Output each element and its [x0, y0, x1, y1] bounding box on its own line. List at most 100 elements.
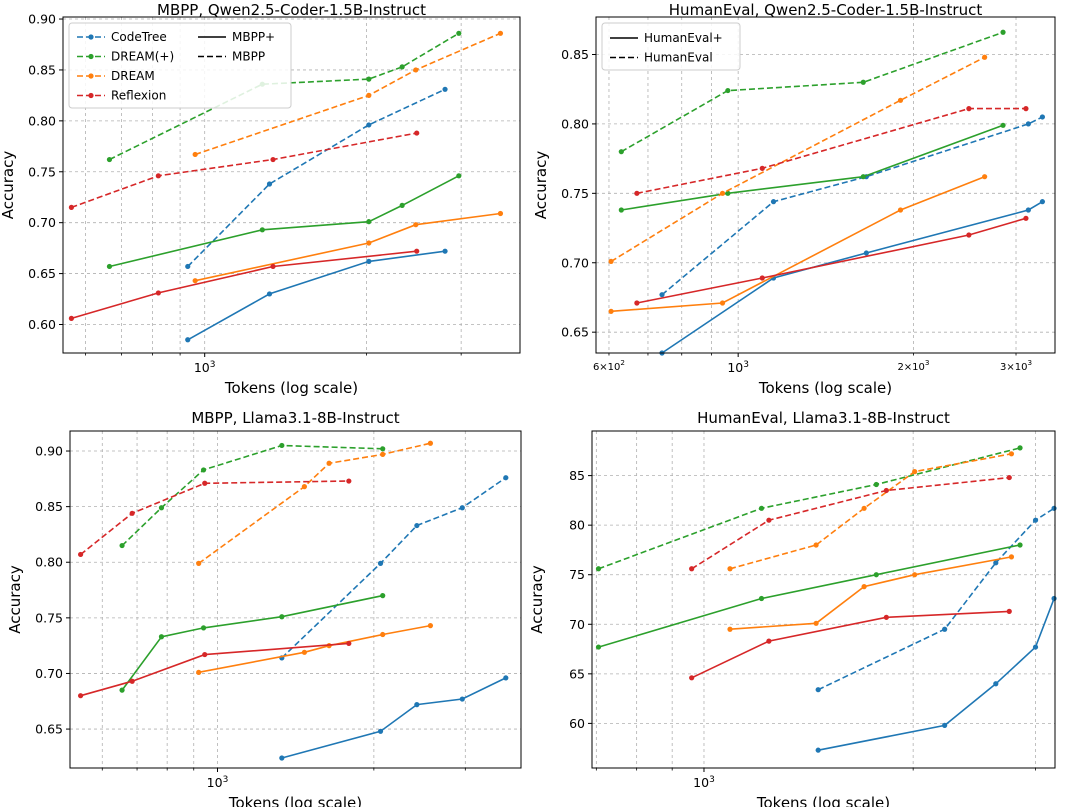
series-group [68, 30, 504, 343]
data-point [1017, 542, 1023, 548]
y-axis-label: Accuracy [0, 151, 17, 220]
data-point [815, 747, 821, 753]
data-point [503, 675, 509, 681]
data-point [1000, 29, 1006, 35]
data-point [380, 593, 386, 599]
data-point [192, 151, 198, 158]
data-point [106, 156, 113, 163]
data-point [758, 595, 765, 602]
data-point [993, 681, 999, 687]
x-axis-label: Tokens (log scale) [758, 379, 892, 397]
y-tick-label: 0.70 [28, 215, 56, 230]
x-axis-label: Tokens (log scale) [756, 794, 890, 807]
data-point [399, 64, 405, 70]
x-minor-tick-label: 6×102 [593, 358, 625, 373]
data-point [912, 572, 918, 578]
plot-frame [62, 16, 521, 354]
y-tick-label: 0.80 [561, 116, 589, 131]
x-minor-tick-label: 2×103 [897, 358, 929, 373]
data-point [595, 644, 602, 650]
series-line-DREAM(+)-dashed [121, 444, 383, 547]
data-point [192, 278, 198, 284]
y-axis-label: Accuracy [532, 151, 550, 220]
data-point [427, 440, 434, 446]
data-point [608, 308, 614, 314]
chart-panel-4: 60 65 70 75 80 85 103 HumanEval, Llama3.1-8B-In… [528, 409, 1057, 807]
legend: CodeTree DREAM(+) DREAM Reflexion MBPP+ MBPP [68, 22, 292, 109]
data-point [942, 722, 948, 728]
data-point [727, 566, 733, 572]
legend-label: DREAM(+) [111, 50, 174, 64]
data-point [185, 263, 191, 270]
data-point [366, 122, 372, 128]
data-point [414, 702, 420, 708]
y-axis-label: Accuracy [6, 565, 24, 634]
legend-label: CodeTree [111, 30, 167, 44]
data-point [719, 190, 726, 196]
data-point [815, 687, 821, 693]
data-point [346, 640, 352, 647]
data-point [727, 626, 733, 632]
data-point [68, 315, 75, 321]
data-point [719, 300, 726, 306]
data-point [993, 560, 999, 566]
data-point [897, 97, 904, 103]
data-point [442, 248, 448, 254]
plot-frame [595, 16, 1056, 354]
series-group [608, 29, 1046, 356]
data-point [813, 542, 819, 548]
data-point [366, 219, 372, 225]
data-point [366, 240, 372, 246]
data-point [380, 446, 386, 452]
data-point [770, 199, 777, 205]
data-point [618, 207, 624, 213]
data-point [279, 442, 285, 449]
data-point [68, 204, 75, 210]
data-point [725, 87, 731, 94]
legend-label: DREAM [111, 69, 155, 83]
data-point [1051, 505, 1057, 511]
data-point [270, 263, 276, 270]
data-point [883, 614, 889, 620]
series-line-Reflexion-dashed [691, 476, 1010, 570]
series-line-DREAM-dashed [198, 442, 431, 565]
gridlines [592, 431, 1055, 768]
data-point [202, 480, 208, 486]
plot-frame [591, 430, 1056, 769]
y-tick-label: 70 [569, 617, 585, 632]
data-point [497, 30, 504, 36]
data-point [155, 290, 161, 296]
series-line-DREAM(+)-dashed [620, 31, 1004, 153]
y-tick-label: 0.85 [561, 47, 589, 62]
data-point [270, 156, 276, 163]
data-point [1025, 121, 1031, 127]
data-point [301, 649, 308, 655]
x-tick-label: 103 [727, 360, 749, 375]
data-point [380, 451, 386, 457]
data-point [883, 487, 889, 494]
series-line-CodeTree-solid [187, 250, 446, 341]
data-point [155, 173, 161, 179]
legend-label: Reflexion [111, 89, 166, 103]
series-line-DREAM(+)-solid [598, 544, 1021, 648]
data-point [106, 263, 113, 270]
data-point [766, 517, 772, 523]
gridlines [596, 17, 1055, 353]
data-point [196, 669, 202, 675]
data-point [860, 174, 866, 180]
data-point [1000, 122, 1006, 128]
data-point [119, 687, 125, 693]
y-tick-label: 65 [569, 666, 585, 681]
data-point [1032, 517, 1039, 523]
data-point [301, 484, 308, 490]
data-point [377, 560, 384, 566]
y-tick-label: 85 [569, 468, 585, 483]
y-tick-label: 0.85 [35, 499, 63, 514]
data-point [966, 106, 972, 112]
series-line-DREAM-dashed [729, 453, 1012, 570]
legend: HumanEval+ HumanEval [601, 22, 741, 71]
data-point [119, 542, 125, 549]
y-tick-label: 0.70 [561, 255, 589, 270]
data-point [200, 625, 207, 631]
data-point [1017, 445, 1023, 451]
